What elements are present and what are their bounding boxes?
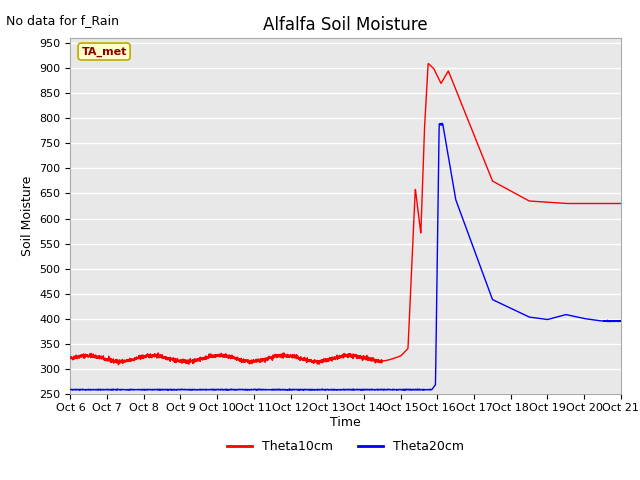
Theta10cm xyxy=(278,355,285,361)
Theta10cm xyxy=(424,60,432,66)
Theta20cm xyxy=(438,120,446,126)
Theta10cm xyxy=(162,354,170,360)
Legend: Theta10cm, Theta20cm: Theta10cm, Theta20cm xyxy=(222,435,469,458)
Theta20cm xyxy=(607,319,614,324)
Theta20cm xyxy=(301,386,309,392)
Theta10cm xyxy=(301,357,309,363)
Theta20cm xyxy=(67,387,74,393)
X-axis label: Time: Time xyxy=(330,416,361,429)
Theta20cm xyxy=(162,387,170,393)
Theta10cm xyxy=(129,357,137,363)
Theta20cm xyxy=(129,387,137,393)
Line: Theta20cm: Theta20cm xyxy=(70,123,621,390)
Title: Alfalfa Soil Moisture: Alfalfa Soil Moisture xyxy=(263,16,428,34)
Theta10cm xyxy=(67,355,74,361)
Theta20cm xyxy=(617,318,625,324)
Theta20cm xyxy=(547,316,555,322)
Theta10cm xyxy=(607,201,614,206)
Text: No data for f_Rain: No data for f_Rain xyxy=(6,14,120,27)
Theta10cm xyxy=(115,362,122,368)
Y-axis label: Soil Moisture: Soil Moisture xyxy=(21,176,34,256)
Theta20cm xyxy=(278,386,285,392)
Line: Theta10cm: Theta10cm xyxy=(70,63,621,365)
Theta10cm xyxy=(547,200,555,205)
Theta10cm xyxy=(617,201,625,206)
Theta20cm xyxy=(126,387,134,393)
Text: TA_met: TA_met xyxy=(81,47,127,57)
